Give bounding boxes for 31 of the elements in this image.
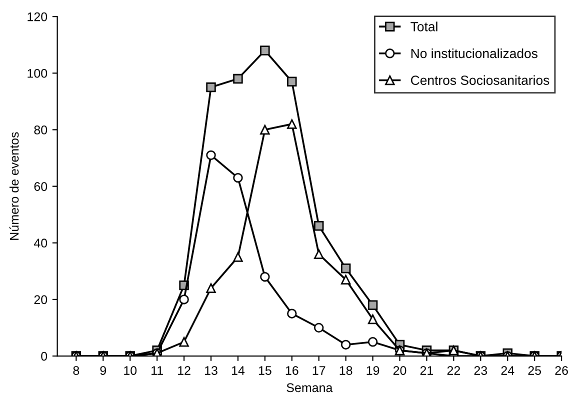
y-axis-title: Número de eventos (9, 132, 19, 240)
x-tick-label: 13 (205, 366, 218, 375)
legend-label: No institucionalizados (411, 48, 538, 58)
x-tick-label: 9 (100, 366, 106, 375)
legend-label: Centros Sociosanitarios (411, 75, 550, 85)
x-tick-label: 17 (312, 366, 326, 375)
y-tick-label: 0 (41, 352, 48, 361)
x-tick-label: 23 (474, 366, 488, 375)
x-tick-label: 16 (286, 366, 298, 375)
x-tick-label: 26 (555, 366, 568, 375)
x-tick-label: 8 (73, 366, 80, 375)
x-tick-label: 14 (232, 366, 245, 375)
legend-label: Total (410, 22, 438, 32)
x-tick-label: 11 (152, 366, 163, 375)
x-axis-title: Semana (286, 383, 333, 392)
y-tick-label: 40 (34, 238, 48, 248)
y-tick-label: 80 (34, 126, 48, 134)
x-tick-label: 15 (258, 366, 272, 375)
x-tick-label: 20 (393, 366, 406, 375)
y-tick-label: 100 (28, 68, 48, 78)
x-tick-label: 12 (178, 366, 190, 375)
y-tick-label: 120 (28, 12, 48, 22)
x-tick-label: 21 (420, 366, 434, 375)
y-tick-label: 20 (34, 295, 48, 304)
x-tick-label: 10 (124, 366, 137, 375)
x-tick-label: 19 (366, 366, 380, 375)
x-tick-label: 25 (528, 366, 542, 375)
x-tick-label: 18 (340, 366, 352, 375)
y-tick-label: 60 (34, 182, 48, 191)
x-tick-label: 22 (447, 366, 460, 375)
x-tick-label: 24 (501, 366, 514, 375)
